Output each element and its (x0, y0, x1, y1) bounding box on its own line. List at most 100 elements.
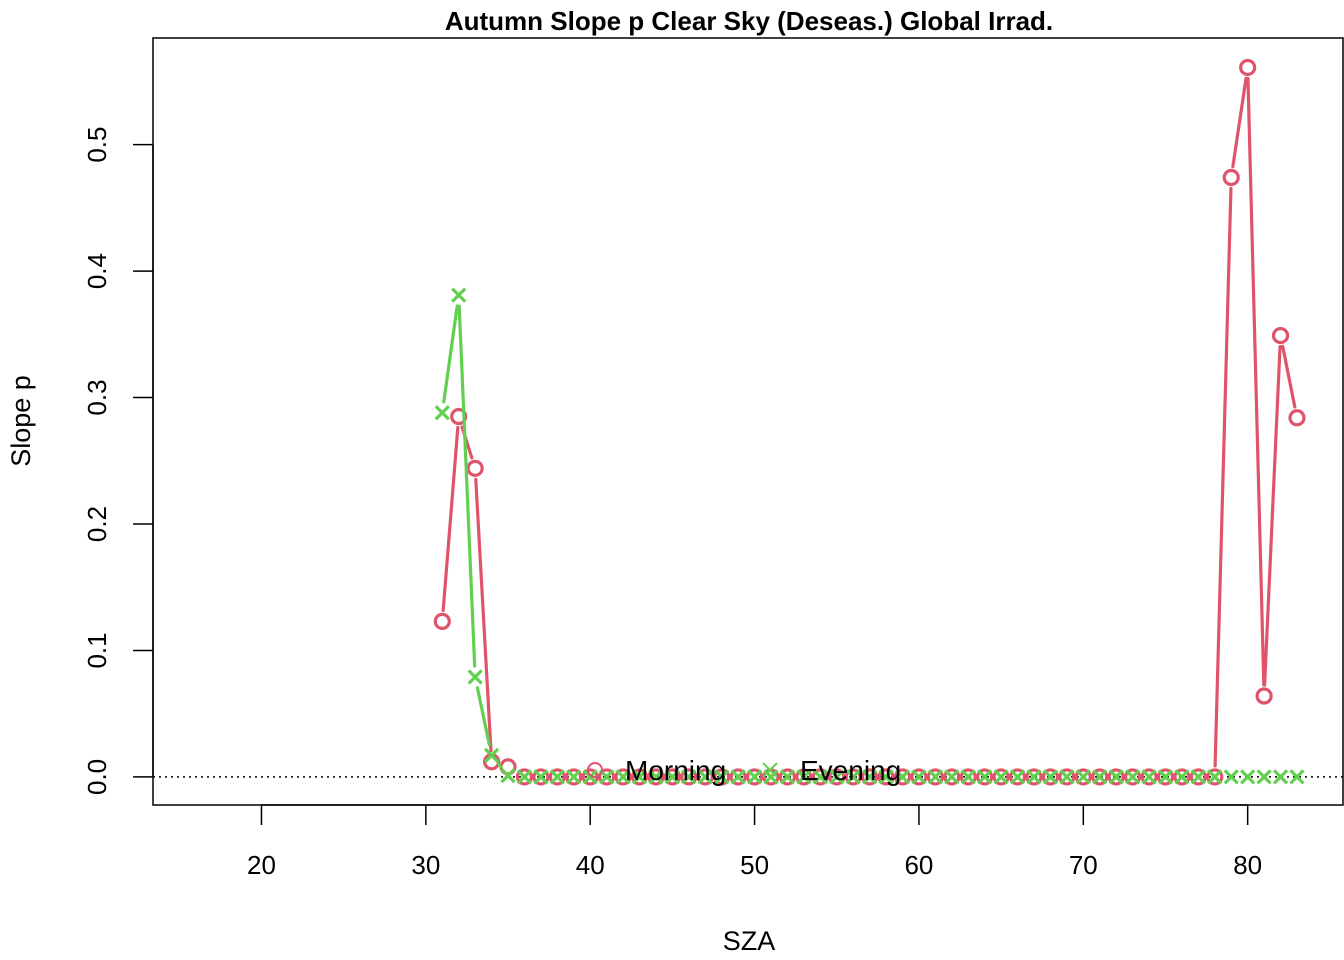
data-point-circle (1222, 168, 1240, 187)
data-point-cross (1190, 769, 1206, 785)
data-point-circle (548, 768, 566, 786)
data-point-circle (1271, 326, 1290, 345)
data-point-cross (1124, 769, 1141, 785)
data-point-circle (811, 768, 829, 786)
y-axis-label: Slope p (6, 375, 36, 467)
series-line-segment (457, 304, 477, 668)
series-line-segment (1246, 76, 1266, 687)
data-point-circle (1255, 687, 1273, 705)
data-point-circle (861, 768, 879, 786)
data-point-circle (647, 768, 665, 786)
data-point-cross (1289, 769, 1305, 785)
series-line-segment (1281, 344, 1297, 409)
legend-label-morning: Morning (625, 755, 726, 786)
series-line-segment (441, 425, 460, 613)
data-point-cross (1042, 769, 1059, 785)
data-point-cross (1141, 769, 1157, 785)
data-point-cross (648, 769, 664, 785)
chart-title: Autumn Slope p Clear Sky (Deseas.) Globa… (445, 6, 1053, 36)
series-line-segment (474, 477, 493, 753)
data-point-cross (483, 747, 500, 764)
data-point-circle (729, 768, 747, 786)
data-point-circle (1041, 768, 1060, 786)
series-line-segment (475, 686, 491, 747)
data-point-cross (566, 769, 582, 785)
data-point-cross (1009, 769, 1026, 785)
data-point-cross (467, 669, 483, 685)
data-point-circle (1074, 768, 1092, 786)
y-axis: 0.0 0.1 0.2 0.3 0.4 0.5 (82, 127, 154, 795)
data-point-cross (1059, 769, 1075, 785)
data-point-cross (796, 769, 812, 785)
data-point-cross (434, 405, 450, 421)
data-point-circle (532, 768, 550, 786)
data-point-circle (663, 768, 681, 786)
data-point-cross (878, 769, 894, 785)
x-axis-label: SZA (723, 926, 776, 956)
data-point-cross (993, 769, 1009, 785)
data-point-cross (500, 768, 516, 784)
data-point-circle (1008, 768, 1027, 786)
data-point-cross (631, 769, 648, 785)
data-point-cross (894, 769, 911, 785)
y-tick-label: 0.2 (82, 506, 112, 542)
y-tick-label: 0.1 (82, 632, 112, 668)
x-tick-label: 30 (411, 850, 440, 880)
y-tick-label: 0.4 (82, 253, 112, 289)
data-point-cross (1157, 769, 1174, 785)
plot-frame (152, 37, 1344, 806)
data-point-circle (976, 768, 994, 786)
data-point-cross (730, 769, 746, 785)
data-point-circle (1156, 768, 1175, 786)
data-point-circle (515, 768, 534, 786)
data-point-cross (927, 769, 944, 785)
data-point-circle (630, 768, 649, 786)
data-point-cross (845, 769, 861, 785)
data-point-cross (977, 769, 993, 785)
data-point-cross (1272, 769, 1289, 785)
legend: Morning Evening (587, 755, 901, 786)
data-point-circle (778, 768, 797, 786)
data-point-circle (992, 768, 1010, 786)
data-point-cross (861, 769, 878, 785)
data-point-circle (959, 768, 977, 786)
data-point-cross (451, 287, 467, 303)
data-point-circle (1025, 768, 1043, 786)
data-point-cross (549, 769, 565, 785)
data-point-cross (960, 769, 976, 785)
data-point-cross (714, 769, 730, 785)
data-point-circle (1140, 768, 1158, 786)
y-tick-label: 0.5 (82, 127, 112, 163)
series-line-segment (442, 304, 459, 404)
data-point-circle (1206, 768, 1224, 786)
data-point-circle (696, 768, 714, 786)
x-tick-label: 60 (904, 850, 933, 880)
data-point-cross (779, 769, 796, 785)
data-point-cross (1026, 769, 1042, 785)
y-tick-label: 0.3 (82, 379, 112, 415)
legend-marker-cross (762, 762, 778, 778)
data-point-circle (943, 768, 961, 786)
data-point-cross (746, 769, 763, 785)
data-point-cross (911, 769, 927, 785)
data-point-circle (565, 768, 583, 786)
data-point-circle (680, 768, 698, 786)
data-point-circle (926, 768, 944, 786)
data-point-circle (713, 768, 731, 786)
data-point-circle (466, 459, 484, 477)
series-line-segment (496, 762, 503, 769)
legend-label-evening: Evening (800, 755, 901, 786)
data-point-cross (1240, 769, 1256, 785)
data-point-circle (877, 768, 895, 786)
x-tick-label: 70 (1069, 850, 1098, 880)
data-point-circle (893, 768, 912, 786)
data-point-cross (829, 769, 845, 785)
data-point-circle (1189, 768, 1207, 786)
data-point-circle (1091, 768, 1109, 786)
series-line-segment (1213, 186, 1233, 768)
data-point-circle (1107, 768, 1125, 786)
data-point-circle (598, 768, 616, 786)
data-point-circle (1173, 768, 1191, 786)
data-point-cross (697, 769, 713, 785)
